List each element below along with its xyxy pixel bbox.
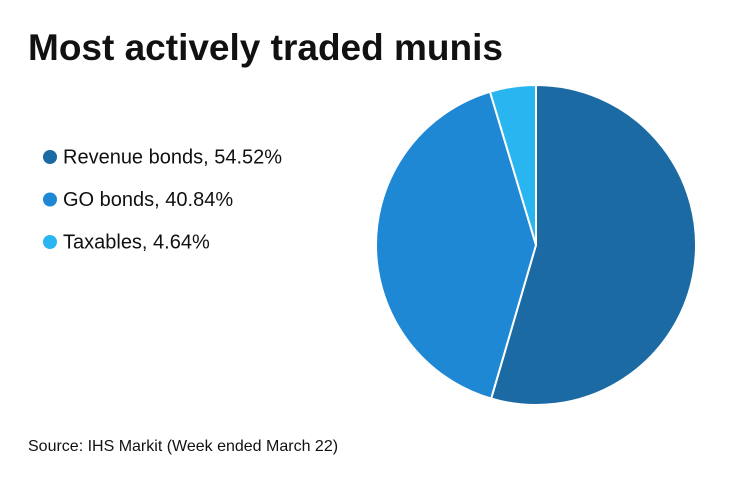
legend-label: Revenue bonds, 54.52% bbox=[63, 146, 282, 168]
legend-swatch bbox=[43, 235, 57, 249]
chart-title: Most actively traded munis bbox=[28, 27, 503, 68]
legend-swatch bbox=[43, 150, 57, 164]
legend-swatch bbox=[43, 192, 57, 207]
pie-slice bbox=[375, 90, 538, 400]
pie-slice bbox=[489, 83, 697, 406]
pie-slice bbox=[488, 83, 537, 246]
legend-label: GO bonds, 40.84% bbox=[63, 189, 233, 211]
source-note: Source: IHS Markit (Week ended March 22) bbox=[28, 438, 338, 455]
legend-label: Taxables, 4.64% bbox=[63, 231, 210, 253]
